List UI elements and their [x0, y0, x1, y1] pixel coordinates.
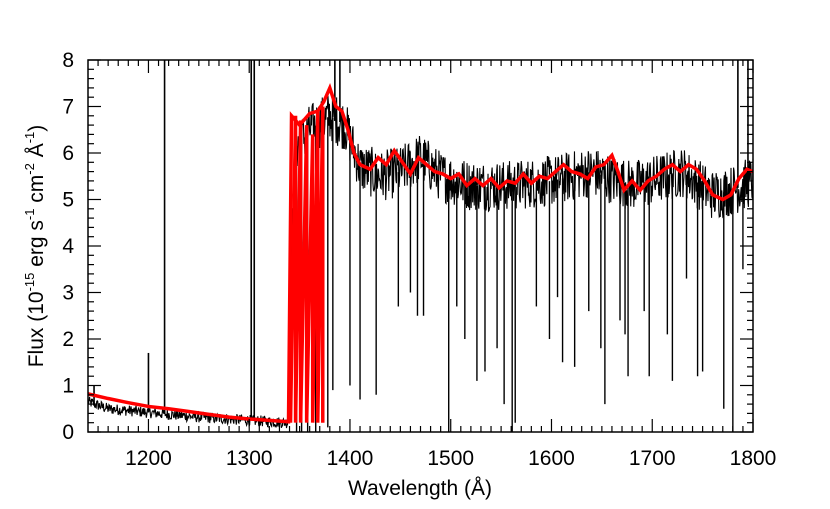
x-axis-title: Wavelength (Å): [348, 477, 492, 500]
y-axis-title-prefix: Flux (10: [25, 291, 48, 367]
y-tick-label: 4: [62, 235, 74, 258]
axis-ticks: [88, 59, 754, 433]
y-tick-label: 2: [62, 328, 74, 351]
model-dropout-path: [288, 106, 325, 423]
y-tick-label: 3: [62, 282, 74, 305]
x-tick-label: 1700: [629, 447, 676, 470]
x-tick-label: 1600: [528, 447, 575, 470]
y-axis-title-suffix: ): [25, 125, 48, 132]
x-tick-label: 1400: [327, 447, 374, 470]
y-tick-label: 0: [62, 421, 74, 444]
x-tick-label: 1300: [226, 447, 273, 470]
y-tick-label: 6: [62, 142, 74, 165]
observed-spectrum-line: [87, 60, 754, 432]
observed-spectrum-path: [87, 93, 754, 429]
y-tick-label: 5: [62, 189, 74, 212]
y-axis-title-exp1: -15: [22, 273, 37, 292]
x-tick-label: 1500: [427, 447, 474, 470]
y-axis-title-exp4: -1: [22, 132, 37, 144]
x-tick-labels: 1200 1300 1400 1500 1600 1700 1800: [125, 447, 776, 470]
model-spectrum-line: [87, 82, 754, 424]
y-tick-label: 1: [62, 375, 74, 398]
y-tick-label: 7: [62, 96, 74, 119]
x-tick-label: 1800: [730, 447, 777, 470]
y-axis-title-exp2: -1: [22, 209, 37, 221]
y-axis-title-exp3: -2: [22, 163, 37, 175]
y-tick-label: 8: [62, 49, 74, 72]
y-axis-title-mid3: Å: [25, 143, 48, 163]
y-axis-title-mid2: cm: [25, 175, 48, 209]
x-tick-label: 1200: [125, 447, 172, 470]
model-spectrum-path: [87, 82, 754, 424]
plot-frame: [87, 59, 754, 433]
y-tick-labels: 0 1 2 3 4 5 6 7 8: [62, 49, 74, 444]
y-axis-title-mid1: erg s: [25, 220, 48, 273]
y-axis-title: Flux (10-15 erg s-1 cm-2 Å-1): [22, 125, 48, 368]
